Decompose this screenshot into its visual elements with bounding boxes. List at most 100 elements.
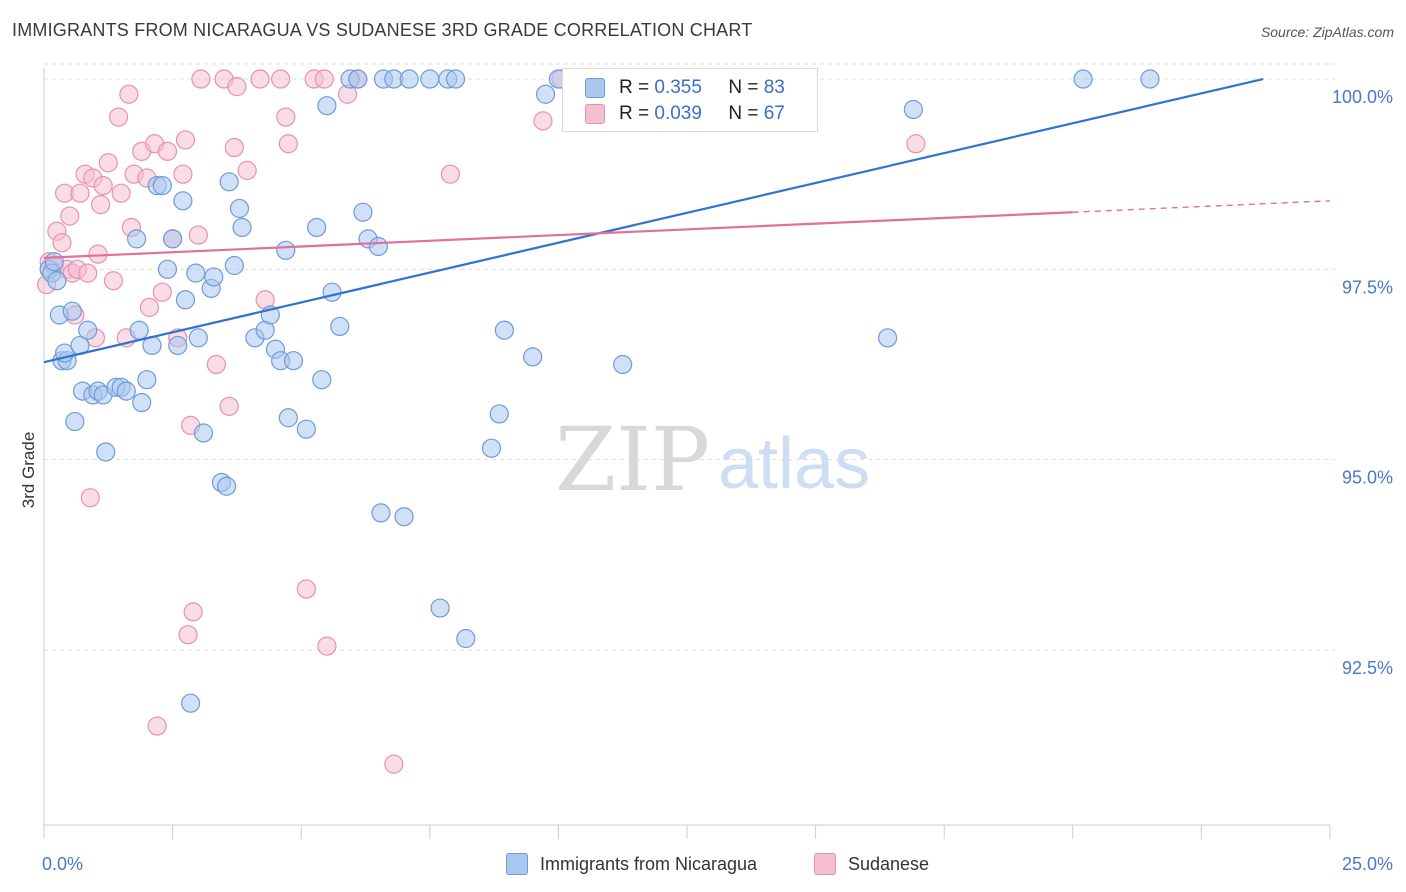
sudanese-point — [70, 183, 90, 203]
nicaragua-point — [1073, 69, 1093, 89]
nicaragua-point — [322, 282, 342, 302]
nicaragua-point — [399, 69, 419, 89]
nicaragua-point — [296, 419, 316, 439]
r-label: R = — [619, 77, 650, 98]
sudanese-point — [80, 488, 100, 508]
sudanese-point — [178, 625, 198, 645]
nicaragua-point — [188, 328, 208, 348]
nicaragua-point — [96, 442, 116, 462]
nicaragua-point — [371, 503, 391, 523]
nicaragua-point — [204, 267, 224, 287]
nicaragua-point — [368, 236, 388, 257]
n-value: 83 — [763, 77, 785, 98]
chart-title: IMMIGRANTS FROM NICARAGUA VS SUDANESE 3R… — [12, 20, 753, 40]
nicaragua-point — [224, 255, 244, 276]
nicaragua-point — [330, 316, 350, 337]
sudanese-point — [111, 183, 131, 203]
n-label: N = — [728, 77, 759, 98]
tick-labels: 100.0% 97.5% 95.0% 92.5% 0.0% 25.0% — [42, 87, 1393, 874]
sudanese-point — [175, 130, 196, 150]
nicaragua-point — [232, 217, 252, 238]
nicaragua-point — [276, 240, 296, 260]
legend-item-sudanese[interactable]: Sudanese — [814, 852, 929, 876]
nicaragua-point — [456, 628, 476, 649]
nicaragua-point — [481, 438, 502, 458]
sudanese-point — [276, 107, 296, 127]
nicaragua-point — [157, 259, 178, 279]
sudanese-point — [533, 111, 553, 131]
legend-swatch-sudanese — [814, 853, 836, 875]
legend-label-sudanese: Sudanese — [848, 853, 930, 874]
r-value: 0.039 — [654, 103, 702, 124]
nicaragua-point — [229, 198, 250, 219]
axes — [43, 68, 1331, 839]
sudanese-point — [93, 175, 113, 196]
sudanese-point — [206, 354, 226, 375]
nicaragua-point — [175, 290, 196, 310]
nicaragua-point — [126, 229, 147, 249]
sudanese-point — [317, 636, 337, 656]
sudanese-point — [60, 206, 80, 226]
sudanese-point — [147, 716, 167, 736]
nicaragua-swatch — [585, 78, 605, 98]
nicaragua-point — [312, 370, 332, 390]
nicaragua-point — [489, 404, 509, 424]
nicaragua-point — [44, 252, 64, 272]
nicaragua-point — [78, 320, 98, 340]
sudanese-point — [139, 297, 160, 317]
sudanese-point — [906, 134, 926, 154]
legend-item-nicaragua[interactable]: Immigrants from Nicaragua — [506, 852, 757, 876]
sudanese-point — [227, 77, 247, 97]
sudanese-point — [278, 134, 298, 154]
sudanese-point — [78, 263, 98, 283]
sudanese-point — [108, 107, 129, 127]
nicaragua-point — [317, 96, 337, 116]
sudanese-point — [119, 84, 139, 104]
nicaragua-trend-line — [43, 77, 1264, 364]
sudanese-trend-line — [43, 211, 1073, 260]
sudanese-trend-extension — [1072, 200, 1331, 213]
nicaragua-point — [278, 408, 298, 428]
nicaragua-point — [903, 99, 923, 120]
sudanese-point — [271, 69, 291, 89]
nicaragua-point — [47, 271, 67, 291]
nicaragua-point — [137, 370, 157, 390]
nicaragua-point — [307, 217, 327, 238]
sudanese-point — [224, 137, 244, 158]
sudanese-point — [250, 69, 270, 89]
watermark-atlas: atlas — [718, 424, 870, 504]
nicaragua-point — [163, 229, 183, 249]
nicaragua-point — [116, 381, 136, 401]
sudanese-point — [219, 396, 239, 416]
x-tick-label: 25.0% — [1342, 854, 1393, 874]
y-tick-label: 100.0% — [1332, 87, 1393, 107]
nicaragua-point — [353, 202, 373, 222]
nicaragua-point — [494, 320, 514, 340]
n-label: N = — [728, 103, 759, 124]
nicaragua-point — [283, 351, 304, 371]
y-tick-label: 97.5% — [1342, 277, 1393, 297]
nicaragua-point — [186, 263, 206, 283]
sudanese-point — [314, 69, 334, 89]
nicaragua-point — [613, 354, 633, 375]
nicaragua-point — [129, 320, 149, 340]
series-nicaragua-points — [39, 69, 1160, 713]
nicaragua-point — [219, 172, 239, 192]
sudanese-point — [188, 225, 208, 245]
nicaragua-point — [535, 84, 556, 104]
y-tick-label: 95.0% — [1342, 468, 1393, 488]
nicaragua-point — [62, 301, 82, 321]
watermark: ZIP atlas — [555, 408, 870, 511]
legend-swatch-nicaragua — [506, 853, 528, 875]
sudanese-point — [237, 160, 257, 180]
nicaragua-point — [1140, 69, 1160, 89]
sudanese-point — [440, 164, 460, 184]
watermark-zip: ZIP — [555, 408, 710, 511]
nicaragua-point — [394, 507, 414, 527]
sudanese-point — [183, 602, 203, 622]
source-note: Source: ZipAtlas.com — [1260, 24, 1394, 40]
stats-text-nicaragua: R = 0.355 N = 83 — [619, 77, 785, 99]
nicaragua-point — [878, 328, 898, 348]
r-label: R = — [619, 103, 650, 124]
